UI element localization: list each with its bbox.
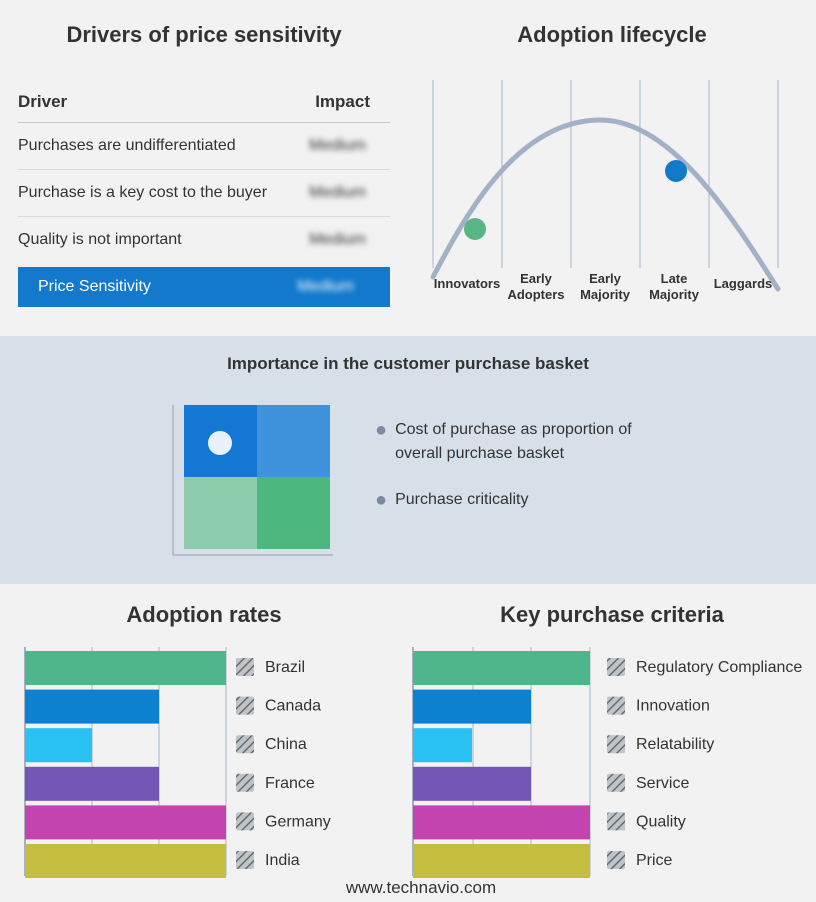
svg-text:Innovators: Innovators <box>434 276 500 291</box>
svg-text:Majority: Majority <box>649 287 700 302</box>
svg-text:Canada: Canada <box>265 698 321 715</box>
svg-text:Relatability: Relatability <box>636 736 714 753</box>
svg-text:Germany: Germany <box>265 813 331 830</box>
svg-text:China: China <box>265 736 307 753</box>
svg-text:Late: Late <box>661 271 688 286</box>
svg-text:Brazil: Brazil <box>265 659 305 676</box>
svg-text:Laggards: Laggards <box>714 276 773 291</box>
svg-text:France: France <box>265 775 315 792</box>
svg-text:Majority: Majority <box>580 287 631 302</box>
svg-text:Regulatory Compliance: Regulatory Compliance <box>636 659 802 676</box>
svg-text:Price: Price <box>636 852 673 869</box>
svg-text:Early: Early <box>520 271 553 286</box>
svg-text:India: India <box>265 852 300 869</box>
svg-text:Adopters: Adopters <box>507 287 564 302</box>
svg-text:Innovation: Innovation <box>636 698 710 715</box>
svg-text:Quality: Quality <box>636 813 686 830</box>
svg-text:Early: Early <box>589 271 622 286</box>
svg-text:Service: Service <box>636 775 689 792</box>
